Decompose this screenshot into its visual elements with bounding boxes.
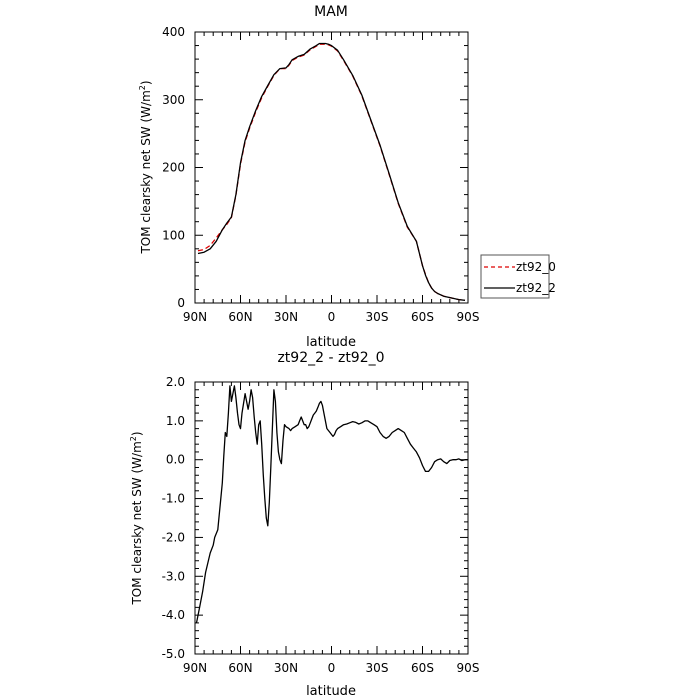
legend-box xyxy=(480,254,550,299)
tick-group: 90N 60N 30N 0 30S 60S 90S -5.0 -4.0 -3.0 -2.0 -1.0 0… xyxy=(162,375,480,675)
x-tick-label: 60S xyxy=(411,661,434,675)
x-tick-label: 90S xyxy=(457,661,480,675)
y-axis-label: TOM clearsky net SW (W/m2) xyxy=(129,431,144,605)
x-tick-label: 30S xyxy=(366,310,389,324)
y-axis-label-superscript: 2 xyxy=(138,85,147,90)
plot-frame xyxy=(194,31,469,304)
y-tick-label: 200 xyxy=(162,161,185,175)
x-tick-label: 30N xyxy=(274,661,298,675)
y-tick-label: -3.0 xyxy=(162,569,185,583)
x-axis-label: latitude xyxy=(306,684,356,699)
y-tick-label: 2.0 xyxy=(166,375,185,389)
y-tick-label: -4.0 xyxy=(162,608,185,622)
y-tick-label: 1.0 xyxy=(166,414,185,428)
series-line-zt92-0 xyxy=(197,43,466,301)
legend-label-zt92-2: zt92_2 xyxy=(516,281,556,295)
x-tick-label: 0 xyxy=(328,310,336,324)
x-tick-label: 60S xyxy=(411,310,434,324)
legend-label-zt92-0: zt92_0 xyxy=(516,260,556,274)
plot-frame xyxy=(194,381,469,655)
x-tick-label: 0 xyxy=(328,661,336,675)
x-tick-label: 90S xyxy=(457,310,480,324)
y-axis-label-main: TOM clearsky net SW (W/m xyxy=(139,90,153,254)
panel-top-mam: MAM 90N 60N 30N 0 30S 60S 90S 0 100 200 300 400 lat… xyxy=(138,4,556,350)
x-tick-label: 30S xyxy=(366,661,389,675)
x-tick-label: 30N xyxy=(274,310,298,324)
series-group xyxy=(197,42,466,301)
y-tick-label: 100 xyxy=(162,228,185,242)
y-tick-label: -1.0 xyxy=(162,492,185,506)
y-tick-label: 0 xyxy=(177,296,185,310)
series-group xyxy=(195,385,468,624)
series-line-difference xyxy=(195,385,468,624)
x-tick-label: 60N xyxy=(228,661,252,675)
y-tick-label: -5.0 xyxy=(162,647,185,661)
y-axis-label-close: ) xyxy=(139,80,153,85)
y-tick-label: 0.0 xyxy=(166,453,185,467)
y-tick-label: -2.0 xyxy=(162,530,185,544)
y-axis-label: TOM clearsky net SW (W/m2) xyxy=(138,80,153,254)
x-tick-label: 90N xyxy=(183,310,207,324)
chart-title: zt92_2 - zt92_0 xyxy=(277,350,384,366)
x-tick-label: 60N xyxy=(228,310,252,324)
panel-bottom-difference: zt92_2 - zt92_0 90N 60N 30N 0 30S 60S 90S -5.0 -… xyxy=(129,350,479,699)
legend: zt92_0 zt92_2 xyxy=(480,254,556,299)
y-axis-label-main: TOM clearsky net SW (W/m xyxy=(130,441,144,605)
chart-title: MAM xyxy=(314,4,348,20)
y-tick-label: 400 xyxy=(162,25,185,39)
y-axis-label-close: ) xyxy=(130,431,144,436)
y-tick-label: 300 xyxy=(162,93,185,107)
tick-group: 90N 60N 30N 0 30S 60S 90S 0 100 200 300 400 xyxy=(162,25,479,324)
x-tick-label: 90N xyxy=(183,661,207,675)
series-line-zt92-2 xyxy=(197,42,466,301)
x-axis-label: latitude xyxy=(306,335,356,350)
y-axis-label-superscript: 2 xyxy=(129,436,138,441)
